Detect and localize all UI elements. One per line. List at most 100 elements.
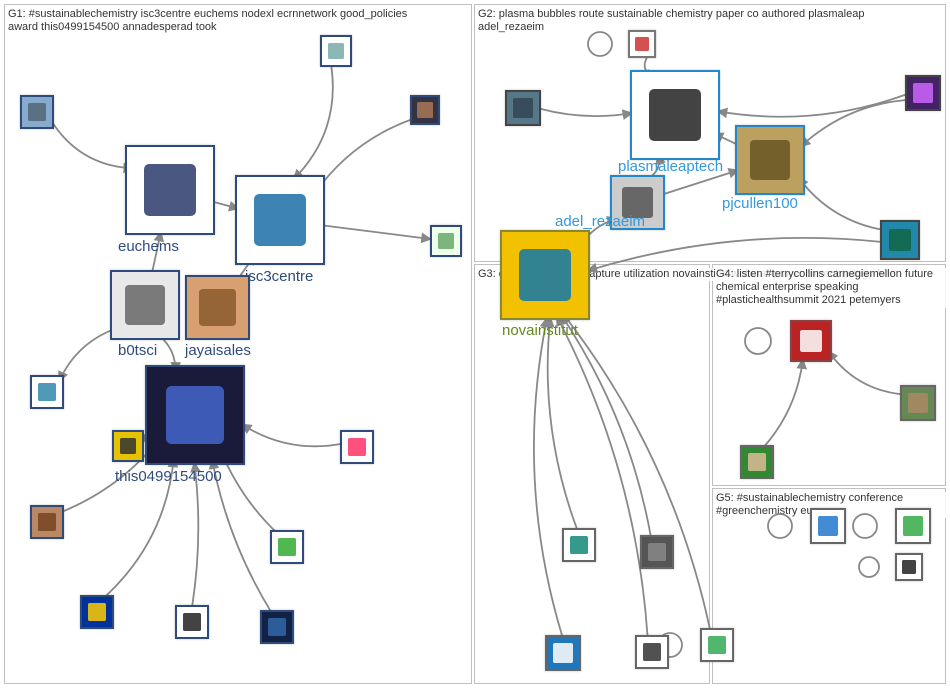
avatar-icon: [199, 289, 236, 326]
edge: [563, 314, 710, 631]
node-old_man[interactable]: [900, 385, 936, 421]
node-eagle[interactable]: [175, 605, 209, 639]
node-green_globe[interactable]: [700, 628, 734, 662]
edge: [800, 100, 907, 147]
edge: [798, 177, 884, 230]
avatar-icon: [889, 229, 911, 251]
edge: [588, 238, 882, 271]
node-suit_guy[interactable]: [640, 535, 674, 569]
node-plasmaleaptech[interactable]: [630, 70, 720, 160]
edge: [242, 424, 342, 446]
self-loop: [588, 32, 612, 56]
avatar-icon: [328, 43, 345, 60]
node-blueflag[interactable]: [80, 595, 114, 629]
node-leftlow1[interactable]: [30, 505, 64, 539]
avatar-icon: [513, 98, 532, 117]
avatar-icon: [748, 453, 766, 471]
avatar-icon: [903, 516, 922, 535]
node-woman_green[interactable]: [740, 445, 774, 479]
avatar-icon: [908, 393, 927, 412]
node-topleft1[interactable]: [20, 95, 54, 129]
edge: [534, 318, 562, 636]
node-novainstitut[interactable]: [500, 230, 590, 320]
edge: [828, 351, 903, 394]
node-darkblue1[interactable]: [260, 610, 294, 644]
edge: [718, 95, 906, 117]
avatar-icon: [348, 438, 366, 456]
avatar-icon: [570, 536, 588, 554]
node-midright1[interactable]: [410, 95, 440, 125]
avatar-icon: [519, 249, 571, 301]
node-label-this0499154500: this0499154500: [115, 468, 222, 485]
node-label-b0tsci: b0tsci: [118, 342, 157, 359]
node-ecrn[interactable]: [30, 375, 64, 409]
avatar-icon: [166, 386, 224, 444]
node-label-plasmaleaptech: plasmaleaptech: [618, 158, 723, 175]
avatar-icon: [120, 438, 137, 455]
group-label-g2: G2: plasma bubbles route sustainable che…: [478, 8, 908, 34]
node-solar[interactable]: [810, 508, 846, 544]
avatar-icon: [649, 89, 701, 141]
edge: [51, 120, 133, 168]
group-label-g1: G1: #sustainablechemistry isc3centre euc…: [8, 8, 438, 34]
edge: [322, 225, 431, 239]
edge: [561, 315, 651, 537]
avatar-icon: [144, 164, 196, 216]
node-teal_swoosh[interactable]: [562, 528, 596, 562]
node-topright1[interactable]: [320, 35, 352, 67]
node-cmu[interactable]: [790, 320, 832, 362]
avatar-icon: [750, 140, 790, 180]
node-lequia[interactable]: [545, 635, 581, 671]
avatar-icon: [268, 618, 286, 636]
edge: [314, 119, 414, 195]
node-label-jayaisales: jayaisales: [185, 342, 251, 359]
node-pjcullen100[interactable]: [735, 125, 805, 195]
avatar-icon: [417, 102, 433, 118]
avatar-icon: [28, 103, 46, 121]
avatar-icon: [88, 603, 106, 621]
node-this0499154500[interactable]: [145, 365, 245, 465]
network-canvas: G1: #sustainablechemistry isc3centre euc…: [0, 0, 950, 688]
node-greenmol[interactable]: [270, 530, 304, 564]
avatar-icon: [643, 643, 661, 661]
node-label-isc3centre: isc3centre: [245, 268, 313, 285]
avatar-icon: [278, 538, 296, 556]
avatar-icon: [183, 613, 201, 631]
node-globe[interactable]: [880, 220, 920, 260]
node-euchems[interactable]: [125, 145, 215, 235]
node-covestro[interactable]: [340, 430, 374, 464]
node-mustache[interactable]: [895, 553, 923, 581]
node-b0tsci[interactable]: [110, 270, 180, 340]
avatar-icon: [38, 383, 56, 401]
node-greenbox[interactable]: [430, 225, 462, 257]
avatar-icon: [553, 643, 572, 662]
edge: [540, 109, 632, 116]
node-landscape[interactable]: [505, 90, 541, 126]
avatar-icon: [708, 636, 726, 654]
avatar-icon: [800, 330, 823, 353]
edge: [293, 65, 332, 179]
edge: [557, 316, 648, 636]
node-yellowarrow[interactable]: [112, 430, 144, 462]
avatar-icon: [635, 37, 649, 51]
edge: [764, 359, 803, 447]
node-green_bars[interactable]: [895, 508, 931, 544]
node-jayaisales[interactable]: [185, 275, 250, 340]
node-plasma_ball[interactable]: [905, 75, 941, 111]
avatar-icon: [818, 516, 837, 535]
node-label-adel_rezaeim: adel_rezaeim: [555, 213, 645, 230]
node-redx[interactable]: [628, 30, 656, 58]
avatar-icon: [902, 560, 916, 574]
group-label-g4: G4: listen #terrycollins carnegiemellon …: [716, 268, 950, 308]
node-label-novainstitut: novainstitut: [502, 322, 578, 339]
node-label-pjcullen100: pjcullen100: [722, 195, 798, 212]
node-label-euchems: euchems: [118, 238, 179, 255]
node-isc3centre[interactable]: [235, 175, 325, 265]
edge: [222, 454, 278, 534]
avatar-icon: [648, 543, 666, 561]
avatar-icon: [438, 233, 455, 250]
avatar-icon: [254, 194, 306, 246]
self-loop: [859, 557, 879, 577]
avatar-icon: [38, 513, 56, 531]
node-dots[interactable]: [635, 635, 669, 669]
